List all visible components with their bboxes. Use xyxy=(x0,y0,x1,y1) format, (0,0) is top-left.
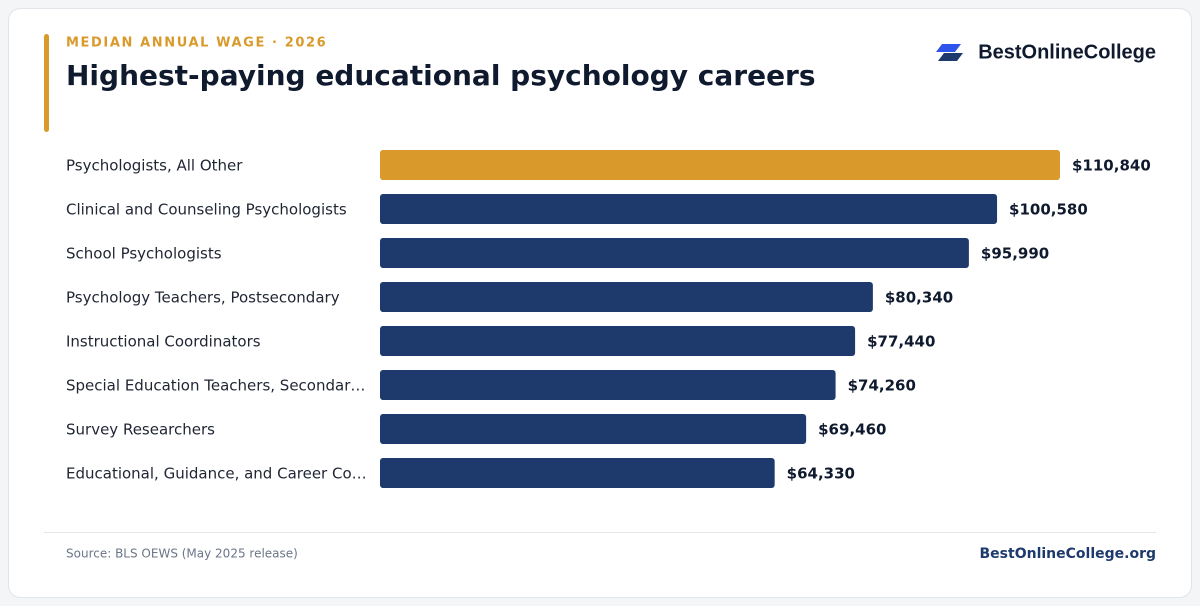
bar xyxy=(380,326,856,356)
accent-bar xyxy=(44,34,49,132)
bar xyxy=(380,282,873,312)
category-label: Special Education Teachers, Secondar… xyxy=(66,377,365,395)
category-label: Instructional Coordinators xyxy=(66,333,261,351)
value-label: $80,340 xyxy=(885,289,953,307)
category-label: Educational, Guidance, and Career Co… xyxy=(66,465,367,483)
category-label: Survey Researchers xyxy=(66,421,215,439)
category-label: Psychologists, All Other xyxy=(66,157,243,175)
source-note: Source: BLS OEWS (May 2025 release) xyxy=(66,547,298,561)
footer-brand: BestOnlineCollege.org xyxy=(980,546,1156,562)
value-label: $77,440 xyxy=(867,333,935,351)
chart-subtitle: MEDIAN ANNUAL WAGE · 2026 xyxy=(66,36,327,51)
value-label: $74,260 xyxy=(848,377,916,395)
bar xyxy=(380,458,775,488)
chart-title: Highest-paying educational psychology ca… xyxy=(66,59,816,92)
bar xyxy=(380,414,807,444)
logo-icon xyxy=(938,53,963,61)
bar xyxy=(380,238,969,268)
value-label: $110,840 xyxy=(1072,157,1151,175)
value-label: $64,330 xyxy=(787,465,855,483)
bar xyxy=(380,370,836,400)
brand-name: BestOnlineCollege xyxy=(978,41,1156,63)
bar xyxy=(380,150,1060,180)
brand-logo: BestOnlineCollege xyxy=(936,41,1156,63)
value-label: $69,460 xyxy=(818,421,886,439)
value-label: $95,990 xyxy=(981,245,1049,263)
category-label: Clinical and Counseling Psychologists xyxy=(66,201,347,219)
category-label: School Psychologists xyxy=(66,245,222,263)
category-label: Psychology Teachers, Postsecondary xyxy=(66,289,340,307)
value-label: $100,580 xyxy=(1009,201,1088,219)
logo-icon xyxy=(936,44,961,52)
bar xyxy=(380,194,998,224)
